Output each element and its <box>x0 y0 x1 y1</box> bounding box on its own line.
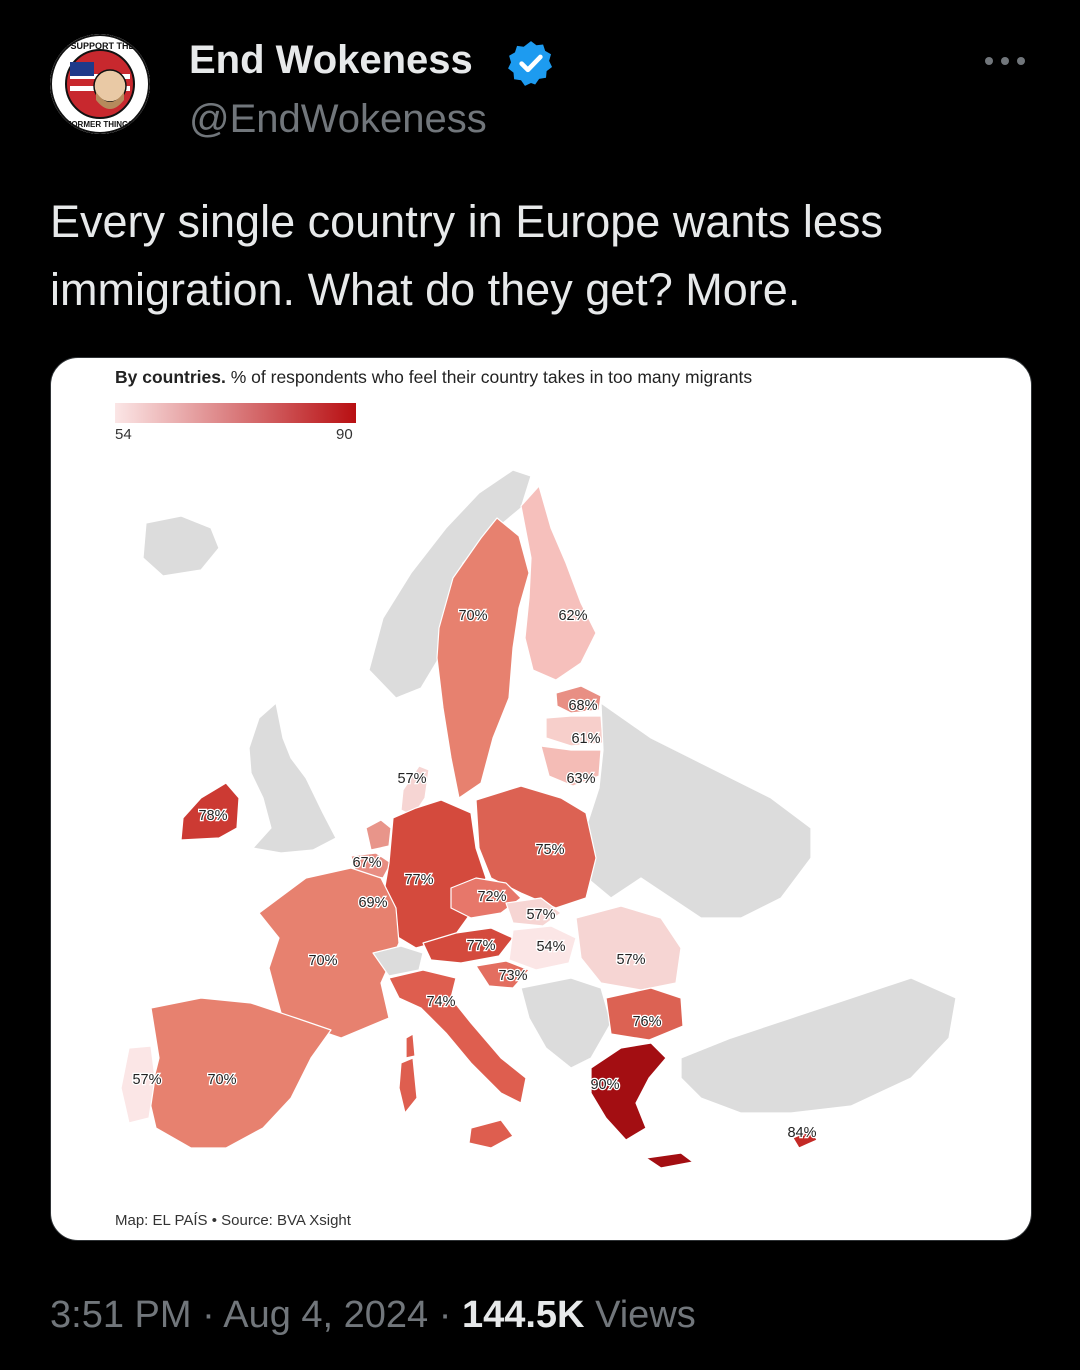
label-spain: 70% <box>207 1072 236 1088</box>
legend-gradient-bar <box>115 403 356 423</box>
label-slovenia: 73% <box>498 968 527 984</box>
map-sicily <box>468 1119 514 1149</box>
legend-max-label: 90 <box>336 426 353 443</box>
more-dots-icon[interactable] <box>980 46 1030 76</box>
label-netherlands: 67% <box>352 855 381 871</box>
map-sweden <box>436 517 530 799</box>
tweet-meta: 3:51 PM · Aug 4, 2024 · 144.5K Views <box>50 1294 696 1337</box>
map-iceland <box>142 515 220 577</box>
map-estonia <box>555 685 602 714</box>
label-latvia: 61% <box>571 731 600 747</box>
tweet-date[interactable]: Aug 4, 2024 <box>223 1294 429 1336</box>
label-lithuania: 63% <box>566 771 595 787</box>
map-austria <box>422 927 514 964</box>
map-corsica <box>405 1033 416 1059</box>
map-italy <box>388 969 527 1104</box>
avatar-emblem-icon: I SUPPORT THE FORMER THINGS <box>50 34 150 134</box>
label-belgium: 69% <box>358 895 387 911</box>
label-romania: 57% <box>616 952 645 968</box>
verified-badge-icon[interactable] <box>506 38 556 88</box>
label-hungary: 54% <box>536 939 565 955</box>
map-poland <box>475 785 597 909</box>
tweet-time[interactable]: 3:51 PM <box>50 1294 192 1336</box>
svg-text:I SUPPORT THE: I SUPPORT THE <box>65 41 134 51</box>
tweet-text: Every single country in Europe wants les… <box>50 196 883 315</box>
map-switzerland <box>372 945 424 977</box>
views-count: 144.5K <box>461 1294 585 1336</box>
map-ireland <box>180 782 240 841</box>
map-hungary <box>508 925 577 971</box>
map-turkey <box>680 977 957 1114</box>
label-ireland: 78% <box>198 808 227 824</box>
map-france <box>258 867 400 1039</box>
map-finland <box>520 485 597 681</box>
label-czechia: 72% <box>477 889 506 905</box>
author-name[interactable]: End Wokeness <box>189 38 473 82</box>
map-greece <box>590 1042 667 1141</box>
author-handle[interactable]: @EndWokeness <box>189 97 487 141</box>
map-credit: Map: EL PAÍS • Source: BVA Xsight <box>115 1212 351 1229</box>
label-austria: 77% <box>466 938 495 954</box>
europe-map: 70% 62% 68% 61% 63% 57% 78% 67% 69% 77% … <box>120 469 957 1169</box>
map-netherlands <box>365 819 392 851</box>
map-spain <box>148 997 332 1149</box>
tweet-media-image[interactable]: 70% 62% 68% 61% 63% 57% 78% 67% 69% 77% … <box>50 357 1032 1241</box>
map-denmark <box>400 765 430 817</box>
label-sweden: 70% <box>458 608 487 624</box>
label-germany: 77% <box>404 872 433 888</box>
map-uk <box>248 702 337 854</box>
map-romania <box>575 905 682 991</box>
svg-text:FORMER THINGS: FORMER THINGS <box>66 120 134 129</box>
label-italy: 74% <box>426 994 455 1010</box>
separator: · <box>202 1294 215 1336</box>
map-lithuania <box>540 745 602 787</box>
label-estonia: 68% <box>568 698 597 714</box>
label-greece: 90% <box>590 1077 619 1093</box>
avatar[interactable]: I SUPPORT THE FORMER THINGS <box>50 34 150 134</box>
label-bulgaria: 76% <box>632 1014 661 1030</box>
map-portugal <box>120 1045 156 1124</box>
label-poland: 75% <box>535 842 564 858</box>
map-balkans <box>520 977 612 1069</box>
label-denmark: 57% <box>397 771 426 787</box>
separator: · <box>438 1294 452 1336</box>
map-cyprus <box>792 1129 818 1149</box>
label-cyprus: 84% <box>787 1125 816 1141</box>
legend-min-label: 54 <box>115 426 132 443</box>
label-portugal: 57% <box>132 1072 161 1088</box>
map-germany <box>382 799 487 949</box>
map-sardinia <box>398 1057 418 1114</box>
map-bulgaria <box>605 987 684 1041</box>
label-slovakia: 57% <box>526 907 555 923</box>
views-label: Views <box>595 1294 696 1336</box>
map-east <box>585 702 812 919</box>
map-slovenia <box>475 960 530 989</box>
label-france: 70% <box>308 953 337 969</box>
map-title: By countries. % of respondents who feel … <box>115 367 753 387</box>
label-finland: 62% <box>558 608 587 624</box>
map-slovakia <box>505 897 562 927</box>
map-crete <box>645 1152 694 1169</box>
